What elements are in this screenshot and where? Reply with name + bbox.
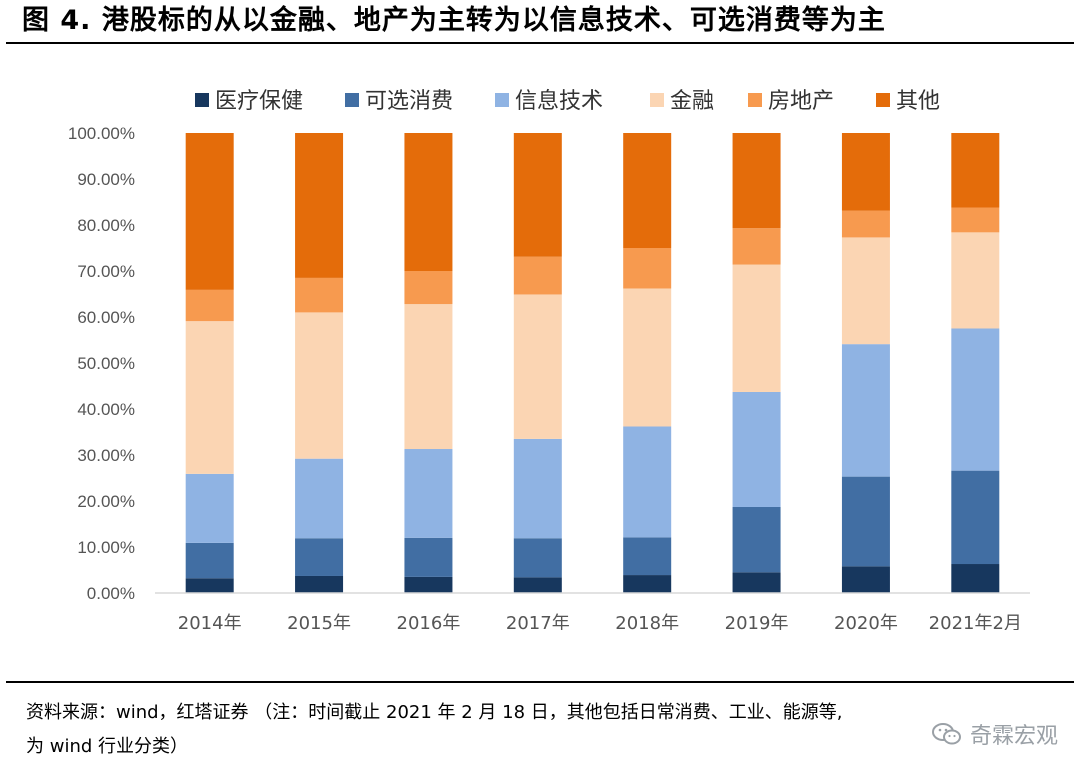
stacked-bar-chart: 医疗保健 可选消费 信息技术 金融 房地产 其他 0.00% 10.00% 20.00% 30.… (68, 89, 1030, 630)
legend-label-1: 可选消费 (365, 89, 453, 114)
y-tick-label: 60.00% (77, 308, 135, 327)
bar-segment (295, 575, 344, 593)
y-tick-label: 80.00% (77, 216, 135, 235)
x-tick-label: 2019年 (725, 613, 789, 630)
bar-segment (185, 289, 234, 322)
bar-segment (404, 537, 453, 577)
x-tick-label: 2014年 (178, 613, 242, 630)
legend-label-3: 金融 (670, 89, 714, 114)
bar-segment (732, 264, 781, 392)
top-rule (6, 42, 1074, 44)
bar-segment (404, 271, 453, 305)
y-tick-label: 50.00% (77, 354, 135, 373)
bar-segment (185, 578, 234, 593)
y-tick-label: 90.00% (77, 170, 135, 189)
bar-segment (951, 328, 1000, 471)
legend-swatch-0 (195, 93, 209, 107)
legend-swatch-3 (650, 93, 664, 107)
bar-segment (185, 473, 234, 543)
x-tick-label: 2017年 (506, 613, 570, 630)
bar-segment (841, 133, 890, 211)
bar-segment (404, 133, 453, 271)
source-note: 资料来源：wind，红塔证券 （注：时间截止 2021 年 2 月 18 日，其… (26, 696, 1066, 764)
bar-segment (951, 564, 1000, 593)
bar-segment (951, 207, 1000, 233)
source-line-2: 为 wind 行业分类） (26, 736, 188, 757)
y-tick-label: 30.00% (77, 446, 135, 465)
legend-swatch-2 (495, 93, 509, 107)
source-line-1: 资料来源：wind，红塔证券 （注：时间截止 2021 年 2 月 18 日，其… (26, 702, 843, 723)
legend-label-4: 房地产 (768, 89, 834, 114)
bar-segment (841, 237, 890, 345)
bar-segment (951, 133, 1000, 208)
legend-label-5: 其他 (896, 89, 940, 114)
y-tick-label: 20.00% (77, 492, 135, 511)
bar-segment (841, 210, 890, 238)
x-tick-label: 2020年 (834, 613, 898, 630)
bar-segment (295, 133, 344, 278)
bar-segment (623, 426, 672, 538)
bar-segment (623, 575, 672, 593)
y-tick-label: 70.00% (77, 262, 135, 281)
bar-segment (732, 506, 781, 573)
y-tick-label: 40.00% (77, 400, 135, 419)
legend-label-0: 医疗保健 (215, 89, 303, 114)
bar-segment (841, 476, 890, 567)
bar-segment (404, 304, 453, 450)
legend-swatch-4 (748, 93, 762, 107)
watermark: 奇霖宏观 (931, 718, 1058, 750)
bar-segment (295, 538, 344, 576)
bar-segment (732, 133, 781, 229)
bar-segment (513, 538, 562, 578)
bar-segment (295, 458, 344, 539)
y-axis: 0.00% 10.00% 20.00% 30.00% 40.00% 50.00% 60.00… (68, 124, 135, 603)
bar-segment (295, 312, 344, 459)
bar-segment (732, 228, 781, 265)
bar-segment (185, 542, 234, 579)
bar-segment (841, 344, 890, 477)
bar-segment (185, 321, 234, 474)
bar-segment (513, 294, 562, 439)
bar-segment (513, 133, 562, 257)
bar-segment (404, 576, 453, 593)
legend-label-2: 信息技术 (515, 89, 603, 114)
x-tick-label: 2018年 (615, 613, 679, 630)
bar-segment (513, 577, 562, 593)
bar-segment (623, 248, 672, 289)
y-tick-label: 10.00% (77, 538, 135, 557)
bar-segment (295, 277, 344, 313)
bar-segment (185, 133, 234, 290)
bar-segment (404, 449, 453, 538)
x-tick-label: 2015年 (287, 613, 351, 630)
x-tick-label: 2021年2月 (929, 613, 1022, 630)
bar-segment (951, 232, 1000, 329)
figure-title: 图 4. 港股标的从以金融、地产为主转为以信息技术、可选消费等为主 (22, 5, 886, 36)
bars (185, 133, 1000, 593)
bar-segment (623, 133, 672, 248)
y-tick-label: 0.00% (87, 584, 135, 603)
bottom-rule (6, 681, 1074, 683)
bar-segment (841, 566, 890, 593)
bar-segment (513, 256, 562, 295)
chart-legend: 医疗保健 可选消费 信息技术 金融 房地产 其他 (195, 89, 940, 114)
watermark-text: 奇霖宏观 (969, 724, 1058, 749)
x-tick-label: 2016年 (397, 613, 461, 630)
y-tick-label: 100.00% (68, 124, 135, 143)
bar-segment (623, 537, 672, 576)
bar-segment (623, 288, 672, 427)
bar-segment (951, 470, 1000, 565)
bar-segment (732, 572, 781, 593)
bar-segment (732, 391, 781, 507)
legend-swatch-5 (876, 93, 890, 107)
bar-segment (513, 438, 562, 539)
x-axis: 2014年 2015年 2016年 2017年 2018年 2019年 2020年 2021年… (178, 613, 1022, 630)
legend-swatch-1 (345, 93, 359, 107)
wechat-icon (931, 723, 961, 745)
